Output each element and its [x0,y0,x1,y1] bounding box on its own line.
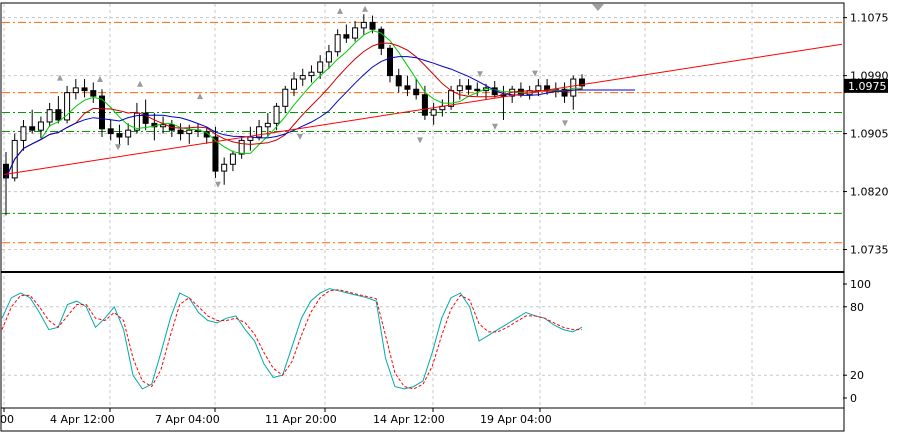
fractal-up-icon [97,76,103,83]
moving-average-line [5,56,635,179]
candle-body[interactable] [142,112,149,124]
candle-body[interactable] [72,87,79,94]
candle-body[interactable] [387,47,393,77]
fractal-up-icon [337,7,343,14]
candle-body[interactable] [343,34,350,39]
fractal-down-icon [215,181,221,188]
chart-shift-marker-icon[interactable] [592,4,604,11]
candle-body[interactable] [561,88,568,97]
fractal-down-icon [562,120,568,127]
fractal-up-icon [197,93,203,100]
fractal-down-icon [417,137,423,144]
candle-body[interactable] [369,21,376,30]
candle-body[interactable] [308,71,315,77]
candle-body[interactable] [474,88,481,92]
stochastic-signal-line [1,289,582,390]
candle-body[interactable] [107,128,114,135]
candle-body[interactable] [20,126,27,141]
last-price-label: 1.0975 [848,80,887,93]
candle-body[interactable] [334,34,341,53]
y-tick-label: 1.0820 [850,186,889,199]
candle-body[interactable] [404,85,411,90]
candle-body[interactable] [570,78,577,97]
osc-y-tick-label: 80 [850,301,864,314]
candle-body[interactable] [186,129,193,135]
candle-body[interactable] [378,28,385,49]
osc-y-tick-label: 0 [850,392,857,405]
candle-body[interactable] [238,139,245,155]
x-tick-label: 7 Apr 04:00 [155,413,220,426]
candle-body[interactable] [212,136,219,172]
fractal-down-icon [492,123,498,130]
candle-body[interactable] [29,126,36,131]
candle-body[interactable] [81,87,88,92]
candle-body[interactable] [360,21,367,29]
candle-body[interactable] [116,133,123,138]
y-tick-label: 1.1075 [850,12,889,25]
x-tick-label: 19 Apr 04:00 [480,413,552,426]
y-tick-label: 1.0905 [850,128,889,141]
candle-body[interactable] [413,88,420,96]
fractal-up-icon [137,80,143,87]
candle-body[interactable] [282,88,289,107]
candle-body[interactable] [90,90,97,97]
fractal-down-icon [532,70,538,77]
candle-body[interactable] [37,121,44,131]
candle-body[interactable] [395,75,402,87]
x-tick-label: 4 Apr 12:00 [50,413,115,426]
x-tick-label: 00 [0,413,14,426]
candle-body[interactable] [317,61,324,73]
candle-body[interactable] [221,163,228,172]
candle-body[interactable] [125,129,132,138]
fractal-down-icon [115,144,121,151]
stochastic-main-line [1,288,583,390]
candle-body[interactable] [465,85,472,90]
fractal-up-icon [57,74,63,81]
candle-body[interactable] [430,109,437,116]
candle-body[interactable] [229,153,236,165]
candle-body[interactable] [64,92,71,121]
candle-body[interactable] [55,109,62,121]
fractal-down-icon [477,71,483,78]
candle-body[interactable] [46,109,53,123]
x-tick-label: 11 Apr 20:00 [265,413,337,426]
candle-body[interactable] [160,124,167,128]
candle-body[interactable] [3,163,9,179]
candle-body[interactable] [456,85,463,92]
y-tick-label: 1.0735 [850,244,889,257]
candle-body[interactable] [299,75,306,80]
candle-body[interactable] [291,78,297,90]
moving-average-line [5,42,583,179]
candle-body[interactable] [579,78,585,87]
x-tick-label: 14 Apr 12:00 [373,413,445,426]
candle-body[interactable] [421,94,428,116]
candle-body[interactable] [352,27,359,39]
trend-line[interactable] [3,43,843,176]
candle-body[interactable] [325,51,332,63]
chart-frame [0,2,845,432]
osc-y-tick-label: 20 [850,369,864,382]
osc-y-tick-label: 100 [850,278,871,291]
moving-average-line [5,29,582,179]
fractal-down-icon [297,134,303,140]
candle-body[interactable] [448,90,455,107]
candle-body[interactable] [177,129,184,135]
fractal-up-icon [362,5,368,12]
candle-body[interactable] [256,126,263,138]
candle-body[interactable] [99,95,105,130]
candle-body[interactable] [264,122,271,128]
candle-body[interactable] [273,105,280,124]
candle-body[interactable] [535,85,542,92]
last-price-badge [844,78,888,93]
candle-body[interactable] [133,112,140,131]
